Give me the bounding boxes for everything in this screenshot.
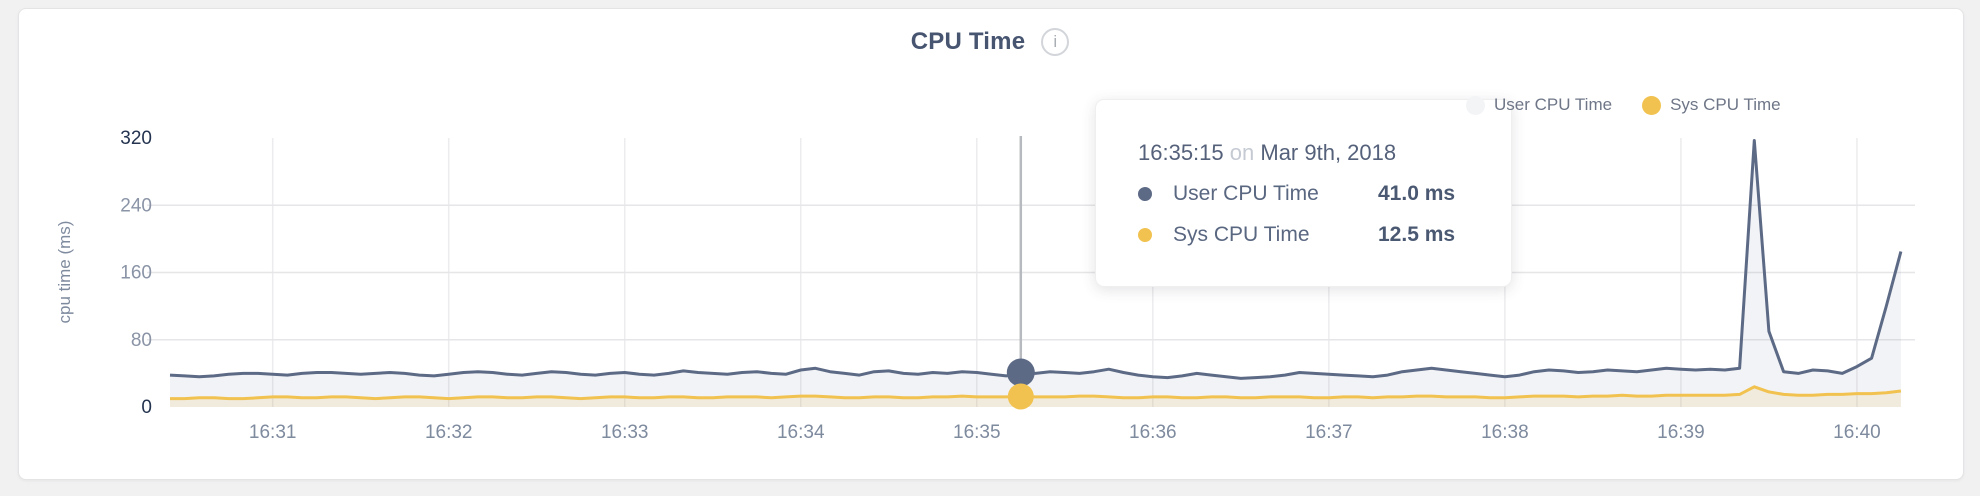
chart-legend: User CPU Time Sys CPU Time <box>1466 95 1781 115</box>
tooltip-header: 16:35:15 on Mar 9th, 2018 <box>1138 140 1491 166</box>
tooltip-time: 16:35:15 <box>1138 140 1224 165</box>
tooltip-on: on <box>1229 140 1255 165</box>
tooltip-user-label: User CPU Time <box>1173 182 1319 205</box>
sys-legend-dot-icon <box>1642 95 1662 115</box>
tooltip-row-user: User CPU Time 41.0 ms <box>1138 182 1491 206</box>
chart-header: CPU Time i <box>0 28 1980 56</box>
info-icon[interactable]: i <box>1041 28 1070 56</box>
tooltip-row-sys: Sys CPU Time 12.5 ms <box>1138 223 1491 247</box>
tooltip-user-value: 41.0 ms <box>1378 182 1456 205</box>
chart-hover-region[interactable] <box>160 138 1905 408</box>
y-axis-title: cpu time (ms) <box>55 220 74 324</box>
legend-label-user: User CPU Time <box>1494 95 1613 114</box>
sys-series-dot-icon <box>1138 228 1152 242</box>
tooltip-date: Mar 9th, 2018 <box>1260 140 1397 165</box>
chart-title: CPU Time <box>910 28 1026 55</box>
user-series-dot-icon <box>1138 187 1152 201</box>
tooltip-sys-value: 12.5 ms <box>1378 223 1456 246</box>
tooltip: 16:35:15 on Mar 9th, 2018 User CPU Time … <box>1095 99 1512 287</box>
legend-item-user[interactable]: User CPU Time <box>1466 95 1612 115</box>
legend-label-sys: Sys CPU Time <box>1670 95 1781 114</box>
tooltip-sys-label: Sys CPU Time <box>1173 223 1310 246</box>
legend-item-sys[interactable]: Sys CPU Time <box>1642 95 1781 115</box>
user-legend-dot-icon <box>1466 95 1485 115</box>
